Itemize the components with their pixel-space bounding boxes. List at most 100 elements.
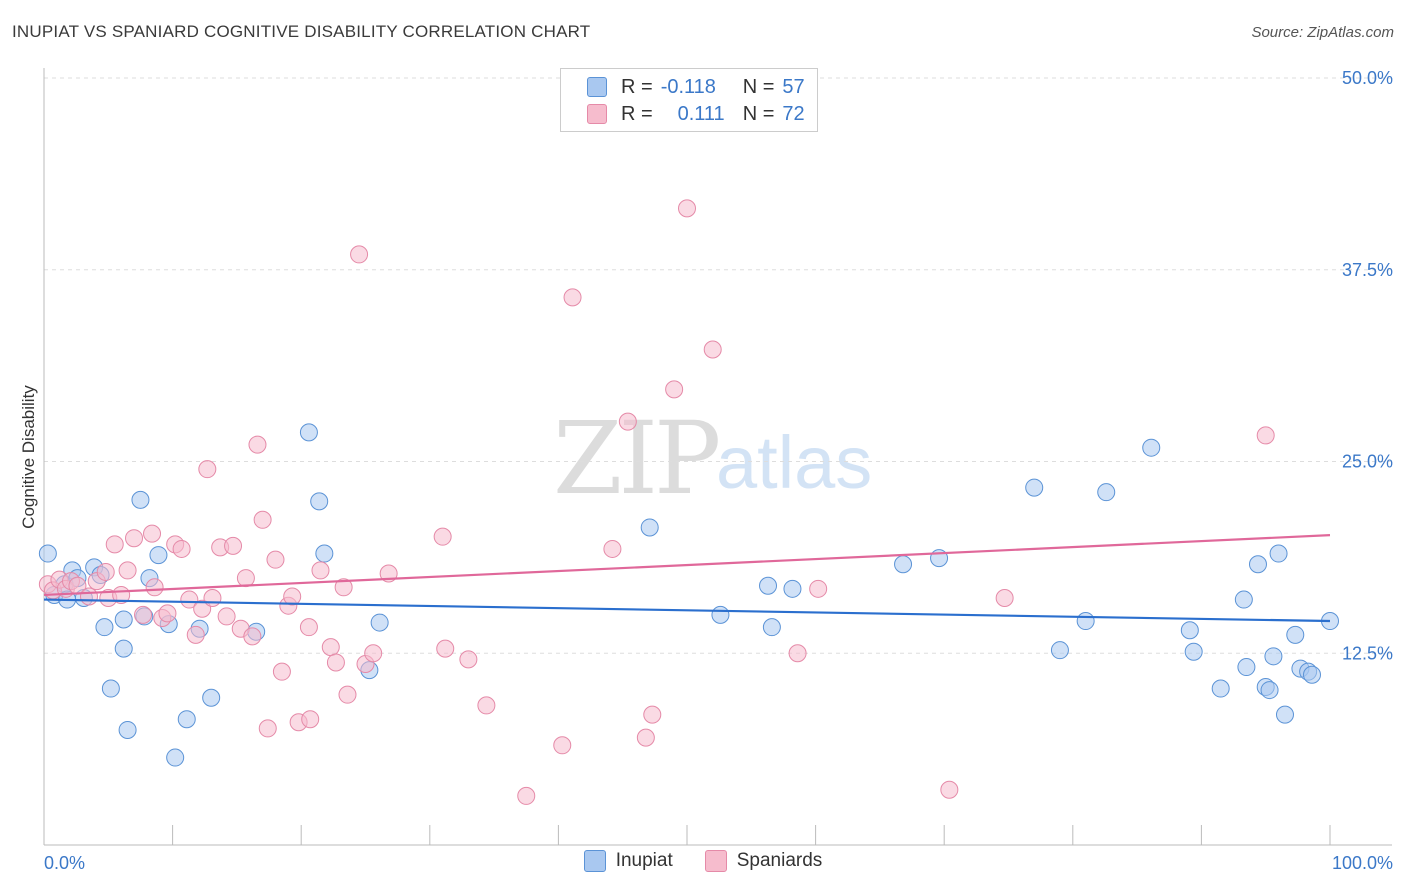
spaniards-point [158,604,177,623]
spaniards-swatch [704,850,727,872]
spaniards-point [258,719,277,738]
legend-r-label: R = [621,75,653,98]
x-tick-label: 100.0% [1332,853,1393,873]
spaniards-point [96,562,115,581]
spaniards-point [253,510,272,529]
spaniards-point [643,705,662,724]
legend-label-inupiat: Inupiat [615,850,673,871]
spaniards-point [118,561,137,580]
spaniards-point [636,728,655,747]
inupiat-point [1076,612,1095,631]
inupiat-point [1050,641,1069,660]
spaniards-point [703,340,722,359]
inupiat-point [1275,705,1294,724]
legend-item-inupiat: Inupiat [583,850,673,872]
inupiat-point [1264,647,1283,666]
inupiat-point [101,679,120,698]
inupiat-point [1142,438,1161,457]
inupiat-point [299,423,318,442]
spaniards-swatch [587,104,607,124]
legend-row-spaniards: R = 0.111 N = 72 [587,101,805,127]
legend-row-inupiat: R = -0.118 N = 57 [587,74,805,100]
trend-lines [43,534,1331,623]
legend-n-value: 57 [782,75,805,98]
inupiat-point [1248,555,1267,574]
legend-r-value: -0.118 [660,75,716,98]
inupiat-point [1269,544,1288,563]
spaniards-point [186,625,205,644]
y-tick-label: 50.0% [1342,68,1393,88]
y-tick-label: 37.5% [1342,260,1393,280]
spaniards-point [203,589,222,608]
inupiat-point [1097,483,1116,502]
legend-n-label: N = [742,75,775,98]
inupiat-point [1302,665,1321,684]
spaniards-point [311,561,330,580]
inupiat-point [1184,642,1203,661]
spaniards-point [338,685,357,704]
inupiat-point [1286,625,1305,644]
correlation-legend: R = -0.118 N = 57 R = 0.111 N = 72 [560,68,818,132]
spaniards-point [788,644,807,663]
inupiat-swatch [583,850,606,872]
series-legend: Inupiat Spaniards [0,850,1406,872]
grid-lines [44,77,1392,654]
spaniards-point [243,627,262,646]
spaniards-point [665,380,684,399]
spaniards-point [180,590,199,609]
inupiat-point [1025,478,1044,497]
spaniards-point [940,780,959,799]
y-axis-label: Cognitive Disability [19,385,38,529]
legend-label-spaniards: Spaniards [736,850,823,871]
spaniards-point [80,587,99,606]
spaniards-point [172,539,191,558]
inupiat-point [118,720,137,739]
inupiat-point [759,576,778,595]
spaniards-point [334,578,353,597]
legend-n-value: 72 [782,102,805,125]
legend-r-label: R = [621,102,653,125]
inupiat-point [166,748,185,767]
spaniards-trend-line [43,534,1331,597]
inupiat-point [202,688,221,707]
inupiat-point [114,610,133,629]
spaniards-point [517,786,536,805]
spaniards-point [266,550,285,569]
spaniards-point [321,638,340,657]
watermark-atlas: atlas [716,421,873,504]
legend-n-label: N = [742,102,775,125]
inupiat-points [38,423,1339,767]
inupiat-point [1234,590,1253,609]
source-label: Source: ZipAtlas.com [1251,24,1394,41]
inupiat-point [131,490,150,509]
spaniards-point [433,527,452,546]
spaniards-point [326,653,345,672]
inupiat-trend-line [43,598,1331,623]
spaniards-point [563,288,582,307]
watermark-zip: ZIP [553,400,721,517]
chart-title: INUPIAT VS SPANIARD COGNITIVE DISABILITY… [12,22,591,41]
spaniards-point [618,412,637,431]
spaniards-point [436,639,455,658]
spaniards-point [477,696,496,715]
legend-item-spaniards: Spaniards [704,850,823,872]
inupiat-point [1180,621,1199,640]
spaniards-point [143,524,162,543]
spaniards-point [198,460,217,479]
spaniards-point [553,736,572,755]
spaniards-point [217,607,236,626]
spaniards-point [603,539,622,558]
inupiat-point [149,546,168,565]
inupiat-point [177,710,196,729]
inupiat-point [114,639,133,658]
spaniards-point [350,245,369,264]
y-tick-label: 12.5% [1342,643,1393,663]
spaniards-point [299,618,318,637]
spaniards-point [459,650,478,669]
inupiat-point [640,518,659,537]
spaniards-point [248,435,267,454]
spaniards-point [1256,426,1275,445]
legend-r-value: 0.111 [677,102,725,125]
inupiat-point [370,613,389,632]
